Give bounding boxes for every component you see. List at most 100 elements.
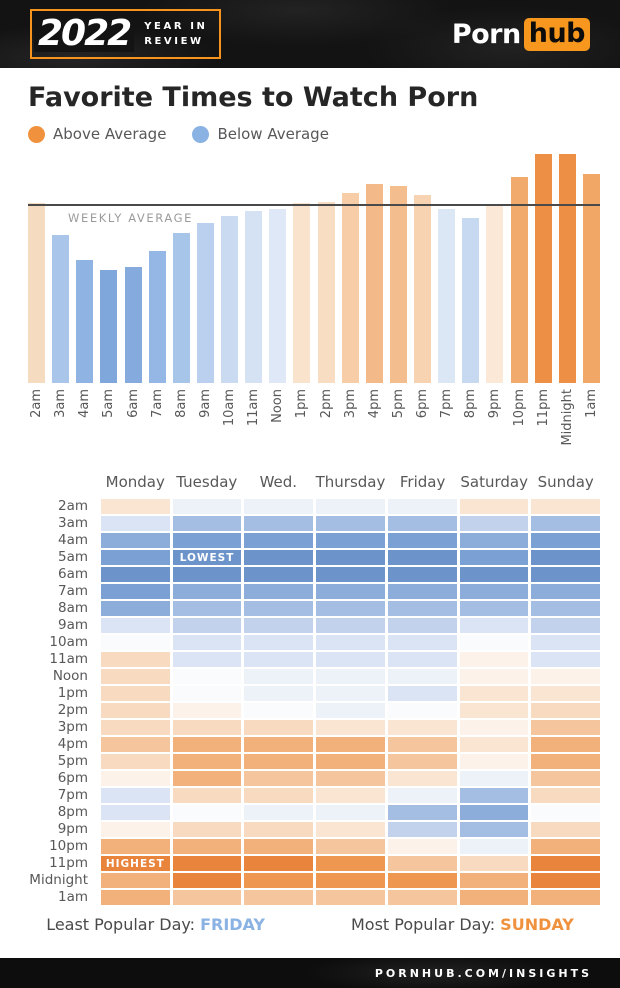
heatmap-cell-sunday-6pm (531, 771, 600, 786)
heatmap-cell-saturday-7am (459, 584, 529, 599)
below-average-dot-icon (192, 125, 210, 143)
bar-6pm (414, 195, 431, 383)
heatmap-cell-monday-1pm (101, 686, 170, 701)
heatmap-cell-wed-midnight (244, 873, 314, 888)
most-popular-value: SUNDAY (500, 915, 574, 934)
heatmap-cell-monday-7pm (101, 788, 170, 803)
year-in-review-badge: 2022 YEAR IN REVIEW (30, 9, 221, 59)
heatmap-cell-wed-1am (244, 890, 314, 905)
bar-axis-label-text: 11pm (535, 389, 551, 427)
bar-slot (293, 203, 311, 383)
row-label-6pm: 6pm (57, 770, 88, 786)
bar-midnight (558, 154, 576, 383)
heatmap-cell-thursday-11pm (316, 856, 385, 871)
bar-slot (269, 209, 287, 383)
heatmap-cell-tuesday-2am (172, 499, 242, 514)
logo-text-porn: Porn (451, 18, 521, 50)
row-label-9pm: 9pm (57, 821, 88, 837)
bar-axis-label: 7pm (438, 389, 455, 418)
bar-noon (269, 209, 287, 383)
heatmap-cell-friday-8pm (387, 805, 457, 820)
heatmap-cell-thursday-10am (316, 635, 385, 650)
row-label-7pm: 7pm (57, 787, 88, 803)
heatmap-cell-wed-5pm (244, 754, 314, 769)
heatmap-cell-thursday-3pm (316, 720, 385, 735)
bar-axis-label: 9pm (486, 389, 503, 418)
bar-axis-label-text: 2am (29, 389, 44, 418)
heatmap-cell-sunday-11pm (531, 856, 600, 871)
bar-slot (76, 260, 94, 383)
heatmap-cell-friday-midnight (387, 873, 457, 888)
day-header-thursday: Thursday (315, 473, 386, 491)
heatmap-cell-tuesday-9pm (172, 822, 242, 837)
row-label-6am: 6am (57, 566, 88, 582)
heatmap-cell-tuesday-6pm (172, 771, 242, 786)
heatmap-cell-wed-2am (244, 499, 314, 514)
bar-axis-label: 8pm (462, 389, 479, 418)
row-label-5am: 5am (57, 549, 88, 565)
heatmap-cell-thursday-1pm (316, 686, 385, 701)
heatmap-cell-thursday-5pm (316, 754, 385, 769)
bar-5pm (389, 186, 407, 383)
heatmap-cell-monday-8am (101, 601, 170, 616)
heatmap-cell-saturday-9pm (459, 822, 529, 837)
heatmap-cell-saturday-4pm (459, 737, 529, 752)
heatmap-cell-sunday-2pm (531, 703, 600, 718)
heatmap-cell-friday-1pm (387, 686, 457, 701)
row-label-1pm: 1pm (57, 685, 88, 701)
heatmap-cell-thursday-4am (316, 533, 385, 548)
heatmap-cell-monday-5am (101, 550, 170, 565)
bar-axis-label: 2pm (318, 389, 335, 418)
day-header-tuesday: Tuesday (176, 473, 238, 491)
weekly-average-label: WEEKLY AVERAGE (68, 211, 194, 225)
day-header-wed: Wed. (259, 473, 298, 491)
bar-axis-label: Noon (269, 389, 286, 423)
heatmap-cell-friday-1am (387, 890, 457, 905)
heatmap-cell-sunday-10am (531, 635, 600, 650)
lowest-badge: LOWEST (179, 551, 235, 564)
bar-10am (221, 216, 238, 383)
bar-slot (317, 202, 335, 383)
heatmap-cell-wed-6pm (244, 771, 314, 786)
bar-slot (221, 216, 238, 383)
heatmap-cell-friday-11pm (387, 856, 457, 871)
row-label-4am: 4am (57, 532, 88, 548)
heatmap-cell-sunday-9am (531, 618, 600, 633)
page-title: Favorite Times to Watch Porn (28, 82, 479, 113)
heatmap-cell-sunday-3pm (531, 720, 600, 735)
heatmap-cell-tuesday-11pm (172, 856, 242, 871)
bar-slot (438, 209, 456, 383)
heatmap-cell-saturday-8pm (459, 805, 529, 820)
day-hour-heatmap: Monday Tuesday Wed. Thursday Friday Saturday S… (28, 473, 600, 905)
bar-7am (148, 251, 166, 383)
heatmap-cell-saturday-noon (459, 669, 529, 684)
heatmap-cell-wed-9pm (244, 822, 314, 837)
heatmap-cell-thursday-3am (316, 516, 385, 531)
heatmap-cell-wed-11pm (244, 856, 314, 871)
row-label-10am: 10am (49, 634, 88, 650)
bar-axis-label-text: 8pm (463, 389, 479, 419)
bar-axis-label-text: 10am (222, 389, 237, 427)
heatmap-cell-sunday-2am (531, 499, 600, 514)
legend-label-below: Below Average (217, 125, 329, 143)
bar-slot (124, 267, 142, 383)
bar-axis-label: 5pm (390, 389, 407, 418)
bar-axis-label: 8am (173, 389, 190, 418)
bar-4am (76, 260, 94, 383)
least-popular-value: FRIDAY (200, 915, 265, 934)
heatmap-cell-sunday-9pm (531, 822, 600, 837)
heatmap-cell-tuesday-5pm (172, 754, 242, 769)
bar-axis-label-text: 11am (246, 389, 262, 427)
bar-axis-label: 2am (28, 389, 45, 418)
bar-slot (558, 154, 576, 383)
legend-label-above: Above Average (53, 125, 167, 143)
heatmap-cell-friday-9am (387, 618, 457, 633)
heatmap-cell-friday-5pm (387, 754, 457, 769)
heatmap-cell-saturday-7pm (459, 788, 529, 803)
bar-slot (28, 203, 45, 383)
pornhub-logo: Porn hub (451, 17, 590, 51)
heatmap-cell-friday-8am (387, 601, 457, 616)
heatmap-cell-sunday-5pm (531, 754, 600, 769)
heatmap-cell-wed-3pm (244, 720, 314, 735)
legend-item-above-average: Above Average (28, 125, 166, 143)
